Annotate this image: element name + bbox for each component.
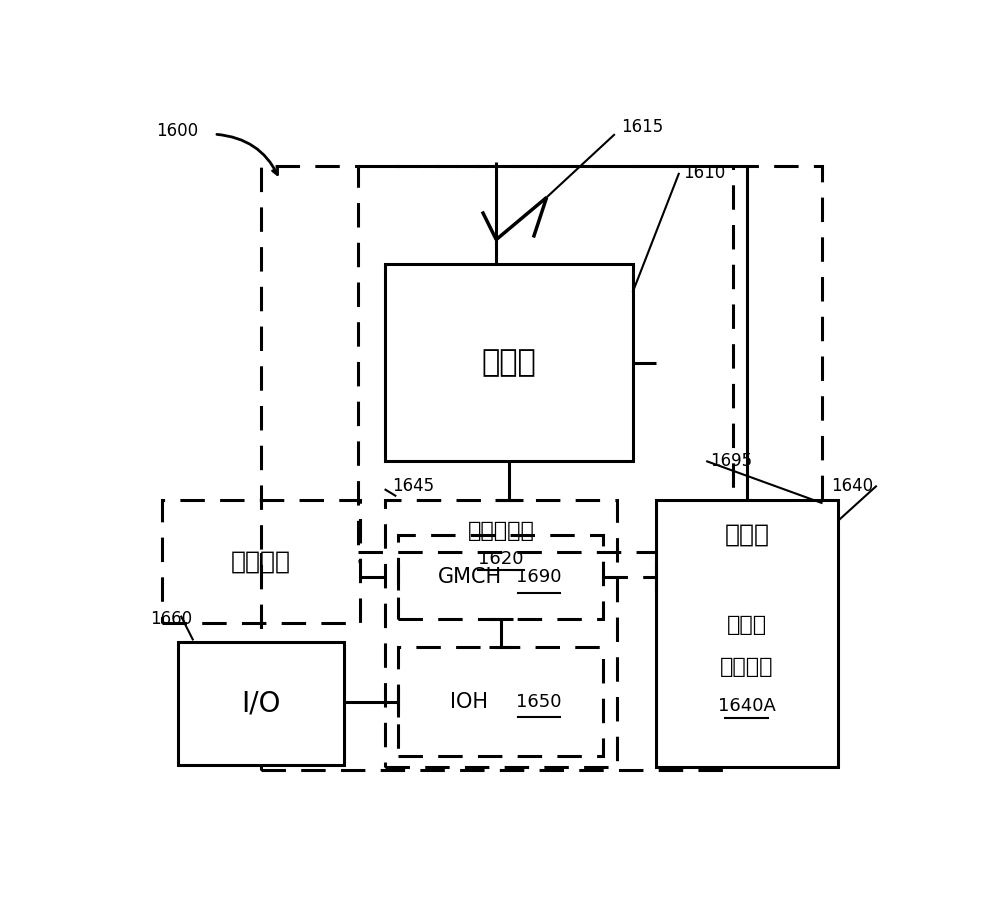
Bar bbox=[385, 264, 633, 461]
Text: 1645: 1645 bbox=[392, 477, 434, 495]
Bar bbox=[178, 642, 344, 765]
Text: 控制器中枢: 控制器中枢 bbox=[467, 521, 534, 541]
Text: 1610: 1610 bbox=[683, 163, 725, 182]
Text: 区块链: 区块链 bbox=[726, 614, 767, 635]
Bar bbox=[398, 647, 603, 756]
Bar bbox=[385, 499, 617, 767]
Text: 存储器: 存储器 bbox=[724, 523, 769, 547]
Text: 1640: 1640 bbox=[831, 477, 873, 495]
Text: 1615: 1615 bbox=[621, 118, 663, 136]
Bar bbox=[666, 565, 827, 755]
Text: 1650: 1650 bbox=[516, 693, 562, 711]
Bar bbox=[162, 499, 360, 623]
Bar bbox=[398, 535, 603, 619]
Bar bbox=[358, 166, 822, 552]
Text: 1690: 1690 bbox=[516, 568, 562, 586]
Text: 1620: 1620 bbox=[478, 551, 524, 569]
Text: 1600: 1600 bbox=[156, 121, 198, 140]
Bar bbox=[656, 499, 838, 767]
Text: I/O: I/O bbox=[241, 689, 281, 718]
Text: 处理器: 处理器 bbox=[481, 348, 536, 377]
Text: 加速模块: 加速模块 bbox=[720, 657, 773, 677]
Bar bbox=[261, 166, 733, 771]
Text: 1640A: 1640A bbox=[718, 697, 775, 715]
Text: IOH: IOH bbox=[450, 692, 488, 712]
Text: 1695: 1695 bbox=[710, 452, 752, 470]
Text: GMCH: GMCH bbox=[437, 567, 502, 587]
Text: 协处理器: 协处理器 bbox=[231, 550, 291, 573]
Text: 1660: 1660 bbox=[150, 610, 192, 628]
